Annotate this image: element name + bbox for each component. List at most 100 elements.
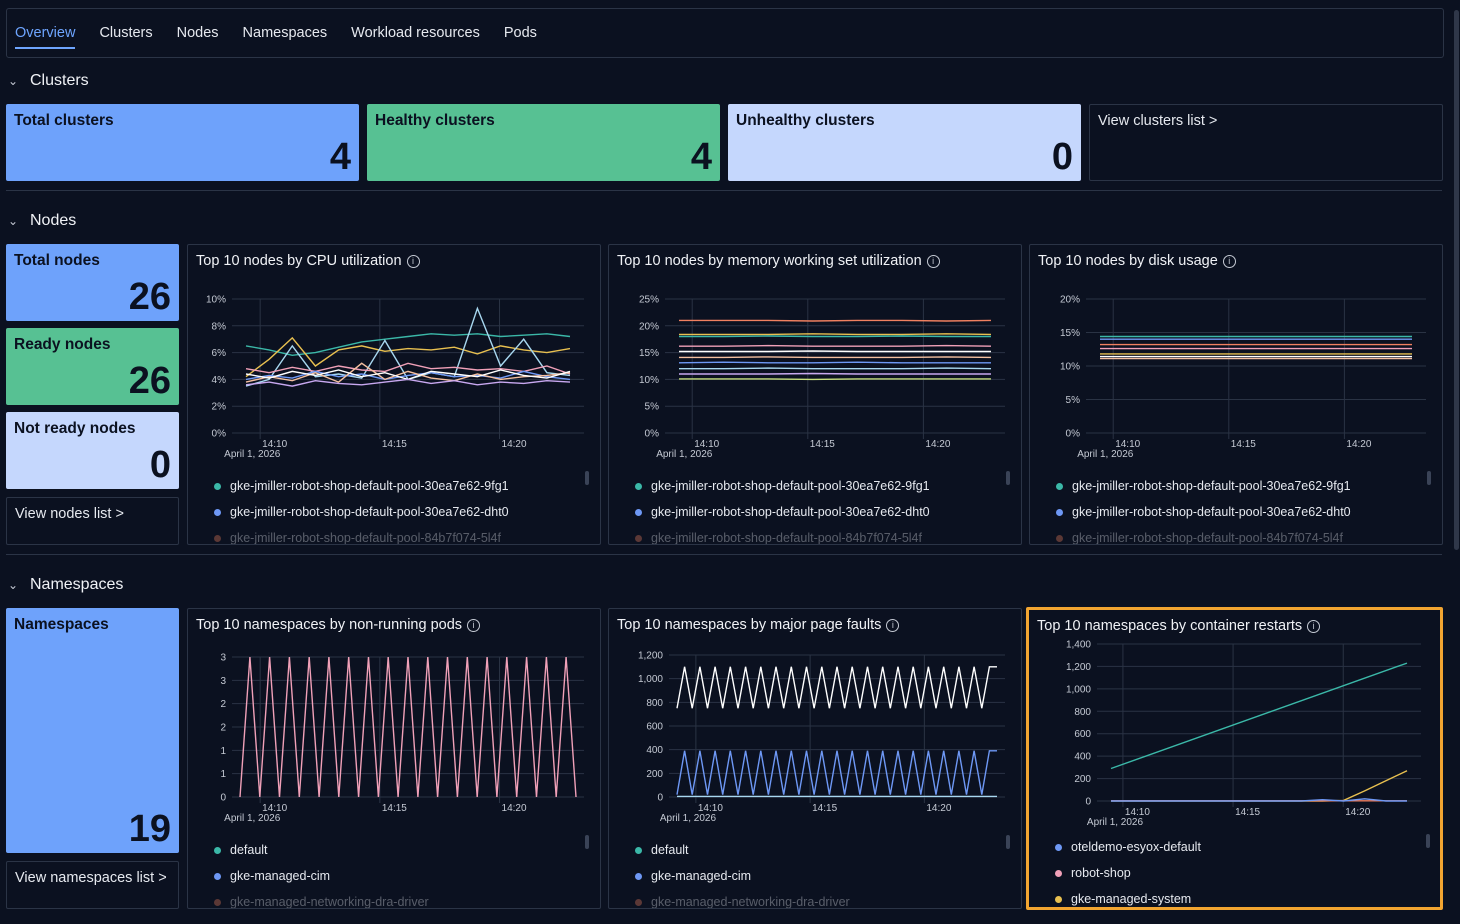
legend-item[interactable]: gke-jmiller-robot-shop-default-pool-30ea…	[1056, 499, 1351, 525]
view-namespaces-list-link[interactable]: View namespaces list >	[6, 861, 179, 909]
series-line	[245, 362, 571, 383]
legend-item[interactable]: oteldemo-esyox-default	[1055, 834, 1201, 860]
legend-item[interactable]: gke-jmiller-robot-shop-default-pool-30ea…	[1056, 473, 1351, 499]
legend-dot	[1055, 843, 1062, 851]
y-tick-label: 20%	[1060, 295, 1080, 306]
y-tick-label: 3	[220, 653, 226, 664]
legend-item[interactable]: default	[635, 837, 850, 863]
legend-scrollbar[interactable]	[585, 835, 589, 849]
total-clusters-label: Total clusters	[14, 112, 114, 129]
tab-bar: Overview Clusters Nodes Namespaces Workl…	[6, 8, 1444, 58]
y-tick-label: 1,200	[638, 651, 663, 662]
legend-scrollbar[interactable]	[1006, 471, 1010, 485]
legend-label: default	[230, 843, 268, 857]
info-icon[interactable]: i	[1307, 619, 1321, 633]
memory-panel-title-text: Top 10 nodes by memory working set utili…	[617, 253, 922, 269]
nodes-section-toggle[interactable]: ⌄ Nodes	[8, 212, 76, 230]
legend-item[interactable]: robot-shop	[1055, 860, 1201, 886]
non-running-pods-title-text: Top 10 namespaces by non-running pods	[196, 617, 463, 633]
legend-scrollbar[interactable]	[1426, 834, 1430, 848]
y-tick-label: 1,000	[1066, 684, 1091, 695]
legend-item[interactable]: gke-jmiller-robot-shop-default-pool-84b7…	[214, 525, 509, 545]
y-tick-label: 1,400	[1066, 640, 1091, 651]
y-tick-label: 4%	[212, 375, 227, 386]
series-line	[245, 378, 571, 387]
x-tick-label: 14:10	[1125, 807, 1150, 818]
legend-item[interactable]: gke-managed-system	[1055, 886, 1201, 907]
legend-dot	[1056, 534, 1063, 542]
disk-legend: gke-jmiller-robot-shop-default-pool-30ea…	[1056, 473, 1351, 545]
healthy-clusters-label: Healthy clusters	[375, 112, 495, 129]
page-scrollbar[interactable]	[1454, 10, 1459, 550]
clusters-section-toggle[interactable]: ⌄ Clusters	[8, 72, 89, 90]
y-tick-label: 10%	[639, 375, 659, 386]
page-faults-panel: Top 10 namespaces by major page faults i …	[608, 608, 1022, 909]
container-restarts-chart: 1,400 1,200 1,000 800 600 400 200 0 14:10 14:15 14…	[1066, 640, 1421, 828]
tab-overview[interactable]: Overview	[15, 9, 76, 57]
x-tick-label: 14:20	[502, 439, 527, 450]
series-line	[1110, 662, 1408, 770]
legend-item[interactable]: gke-jmiller-robot-shop-default-pool-84b7…	[1056, 525, 1351, 545]
legend-dot	[214, 534, 221, 542]
legend-label: gke-jmiller-robot-shop-default-pool-84b7…	[230, 531, 501, 545]
legend-label: gke-jmiller-robot-shop-default-pool-84b7…	[1072, 531, 1343, 545]
legend-dot	[635, 846, 642, 854]
x-date-label: April 1, 2026	[1087, 817, 1144, 828]
clusters-section-title: Clusters	[30, 72, 89, 89]
legend-item[interactable]: gke-jmiller-robot-shop-default-pool-30ea…	[635, 473, 930, 499]
total-nodes-label: Total nodes	[14, 252, 100, 269]
legend-label: oteldemo-esyox-default	[1071, 840, 1201, 854]
legend-item[interactable]: gke-jmiller-robot-shop-default-pool-30ea…	[214, 473, 509, 499]
total-clusters-tile: Total clusters 4	[6, 104, 359, 181]
tab-namespaces[interactable]: Namespaces	[242, 25, 328, 41]
legend-item[interactable]: gke-managed-cim	[635, 863, 850, 889]
container-restarts-title: Top 10 namespaces by container restarts i	[1037, 618, 1321, 634]
healthy-clusters-tile: Healthy clusters 4	[367, 104, 720, 181]
view-clusters-list-link[interactable]: View clusters list >	[1089, 104, 1443, 181]
legend-dot	[1056, 508, 1063, 516]
legend-item[interactable]: gke-jmiller-robot-shop-default-pool-30ea…	[635, 499, 930, 525]
y-tick-label: 200	[1074, 774, 1091, 785]
tab-clusters[interactable]: Clusters	[99, 25, 153, 41]
tab-pods[interactable]: Pods	[503, 25, 537, 41]
legend-scrollbar[interactable]	[1006, 835, 1010, 849]
y-tick-label: 400	[1074, 752, 1091, 763]
y-tick-label: 0	[220, 793, 226, 804]
namespaces-section-toggle[interactable]: ⌄ Namespaces	[8, 576, 123, 594]
info-icon[interactable]: i	[926, 254, 940, 268]
legend-item[interactable]: gke-managed-networking-dra-driver	[214, 889, 429, 909]
legend-label: gke-managed-system	[1071, 892, 1192, 906]
x-date-label: April 1, 2026	[656, 449, 713, 460]
y-tick-label: 5%	[1066, 395, 1081, 406]
view-nodes-list-link[interactable]: View nodes list >	[6, 497, 179, 545]
page-faults-title: Top 10 namespaces by major page faults i	[617, 617, 900, 633]
non-running-pods-legend: default gke-managed-cim gke-managed-netw…	[214, 837, 429, 909]
cpu-utilization-panel: Top 10 nodes by CPU utilization i 10% 8% 6%…	[187, 244, 601, 545]
info-icon[interactable]: i	[406, 254, 420, 268]
namespaces-tile: Namespaces 19	[6, 608, 179, 853]
disk-chart: 20% 15% 10% 5% 0% 14:10 14:15 14:20 April 1, 202…	[1060, 295, 1426, 460]
legend-scrollbar[interactable]	[585, 471, 589, 485]
legend-scrollbar[interactable]	[1427, 471, 1431, 485]
x-tick-label: 14:15	[382, 803, 407, 814]
tab-nodes[interactable]: Nodes	[176, 25, 219, 41]
info-icon[interactable]: i	[467, 618, 481, 632]
namespaces-label: Namespaces	[14, 616, 109, 633]
legend-item[interactable]: gke-managed-networking-dra-driver	[635, 889, 850, 908]
x-tick-label: 14:10	[262, 803, 287, 814]
info-icon[interactable]: i	[886, 618, 900, 632]
legend-item[interactable]: gke-jmiller-robot-shop-default-pool-30ea…	[214, 499, 509, 525]
legend-label: gke-jmiller-robot-shop-default-pool-84b7…	[651, 531, 922, 545]
series-line	[245, 362, 571, 375]
legend-item[interactable]: gke-jmiller-robot-shop-default-pool-84b7…	[635, 525, 930, 545]
legend-item[interactable]: default	[214, 837, 429, 863]
x-tick-label: 14:15	[1235, 807, 1260, 818]
y-tick-label: 1	[220, 769, 226, 780]
y-tick-label: 25%	[639, 295, 659, 306]
series-line	[676, 666, 997, 709]
legend-dot	[214, 482, 221, 490]
legend-item[interactable]: gke-managed-cim	[214, 863, 429, 889]
info-icon[interactable]: i	[1222, 254, 1236, 268]
tab-workload-resources[interactable]: Workload resources	[351, 25, 480, 41]
legend-label: gke-managed-networking-dra-driver	[230, 895, 429, 909]
